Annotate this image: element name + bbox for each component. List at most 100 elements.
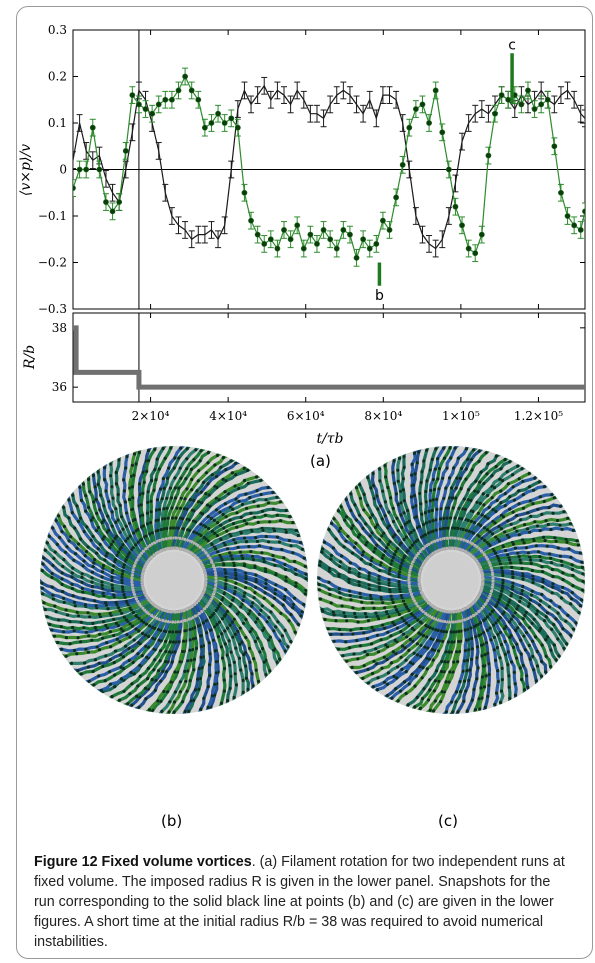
figure-caption: Figure 12 Fixed volume vortices. (a) Fil… [34, 852, 574, 952]
filament [204, 577, 297, 647]
bead [452, 466, 456, 470]
bead [197, 469, 201, 473]
bead [455, 650, 459, 654]
bead [112, 617, 116, 622]
bead [497, 539, 501, 543]
bead [527, 472, 531, 476]
bead [54, 518, 58, 523]
bead [494, 621, 498, 625]
data-point [577, 227, 584, 233]
bead [138, 663, 142, 668]
filament [81, 609, 170, 685]
bead [385, 546, 389, 550]
bead [104, 601, 108, 605]
bead [165, 526, 169, 531]
bead [255, 475, 259, 479]
bead [486, 462, 490, 466]
filament [114, 452, 150, 563]
data-point [215, 110, 221, 117]
filament [40, 576, 148, 605]
bead [394, 549, 398, 554]
bead [252, 515, 257, 519]
bead [234, 683, 238, 687]
bead [521, 506, 526, 510]
filament [478, 561, 585, 587]
bead [262, 660, 266, 664]
bead [164, 639, 168, 644]
bead [571, 627, 576, 631]
bead [117, 698, 122, 702]
bead [419, 654, 423, 658]
bead [204, 492, 208, 496]
bead [466, 518, 470, 523]
filament [317, 597, 427, 617]
bead [83, 554, 87, 558]
filament [441, 446, 481, 551]
bead [173, 650, 177, 654]
bead [396, 468, 400, 472]
bead [463, 618, 467, 622]
bead [387, 578, 391, 582]
bead [451, 710, 455, 714]
bead [208, 663, 212, 667]
bead [218, 510, 222, 514]
filament [476, 594, 531, 695]
filament [40, 597, 151, 616]
filament [200, 553, 308, 580]
bead [546, 611, 550, 615]
bead [137, 629, 141, 633]
bead [282, 556, 286, 560]
filament [204, 580, 290, 659]
bead [492, 635, 496, 640]
filament [438, 446, 471, 551]
bead [458, 680, 462, 684]
bead [499, 501, 503, 505]
bead [382, 680, 386, 684]
bead [421, 522, 426, 527]
bead [556, 637, 560, 641]
bead [176, 526, 180, 530]
bead [383, 464, 387, 468]
bead [142, 480, 146, 484]
bead [100, 583, 104, 588]
bead [433, 467, 437, 471]
bead [183, 709, 187, 714]
bead [551, 585, 555, 589]
bead [376, 507, 380, 511]
bead [173, 670, 177, 674]
bead [428, 520, 432, 524]
bead [183, 618, 187, 623]
bead [377, 581, 381, 585]
bead [104, 623, 108, 628]
bead [90, 570, 94, 574]
bead [411, 639, 415, 643]
bead [540, 512, 544, 517]
bead [549, 665, 553, 669]
bead [528, 555, 532, 559]
bead [445, 546, 449, 550]
bead [581, 588, 585, 592]
bead [122, 689, 126, 693]
data-point [472, 250, 479, 257]
bead [173, 486, 177, 490]
bead [509, 617, 513, 621]
bead [424, 623, 428, 628]
bead [181, 700, 185, 704]
bead [95, 511, 99, 515]
bead [517, 555, 521, 559]
bead [496, 618, 500, 622]
bead [509, 561, 513, 565]
bead [280, 634, 284, 638]
bead [234, 497, 238, 501]
bead [106, 607, 110, 611]
bead [484, 674, 488, 678]
bead [233, 484, 237, 488]
bead [537, 603, 542, 607]
bead [440, 659, 444, 664]
bead [222, 667, 227, 671]
bead [401, 488, 405, 492]
bead [189, 699, 193, 703]
bead [278, 657, 282, 661]
bead [539, 674, 544, 678]
bead [446, 506, 450, 510]
